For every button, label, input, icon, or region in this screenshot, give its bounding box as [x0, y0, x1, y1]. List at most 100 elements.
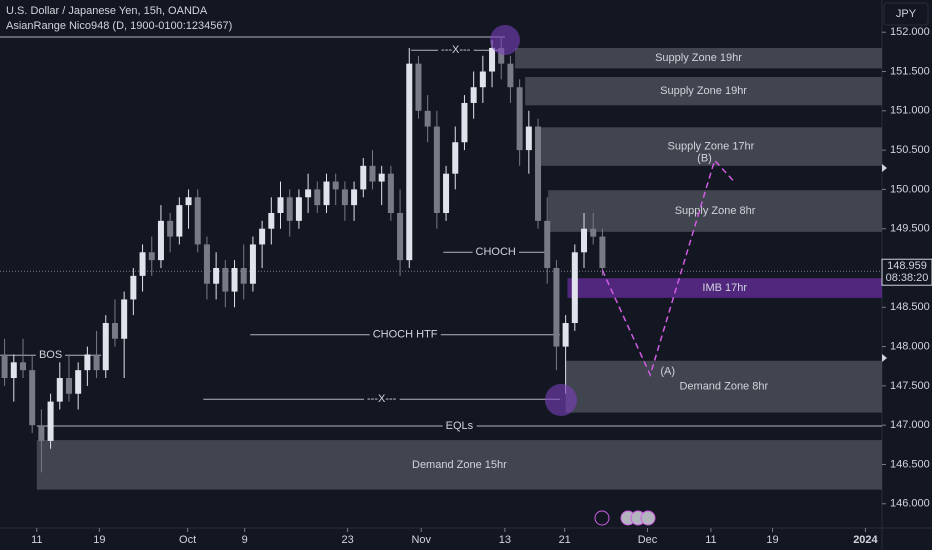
candle-body — [240, 268, 247, 284]
candle-body — [599, 236, 606, 269]
highlight-circle — [490, 25, 520, 55]
candle-body — [553, 268, 560, 347]
zone-label: Supply Zone 19hr — [660, 85, 747, 97]
candle-body — [38, 425, 45, 441]
overlays: (A) (B) — [490, 25, 887, 526]
candle-body — [470, 87, 477, 103]
candle-body — [194, 197, 201, 245]
candle-body — [111, 323, 118, 339]
candle-body — [571, 252, 578, 324]
x-tick-label: 11 — [31, 534, 42, 546]
candle-body — [581, 228, 588, 253]
currency-button[interactable] — [883, 2, 929, 26]
candle-body — [130, 275, 137, 300]
candle-body — [489, 47, 496, 72]
candle-body — [65, 378, 72, 394]
candle-body — [10, 362, 17, 379]
candle-body — [286, 197, 293, 221]
currency-label[interactable]: JPY — [896, 8, 917, 20]
level-label-bg — [472, 245, 519, 260]
level-label: BOS — [39, 349, 62, 361]
candle-body — [378, 173, 385, 182]
y-tick-label: 150.500 — [890, 144, 930, 156]
zone-label: IMB 17hr — [702, 282, 747, 294]
zone — [548, 190, 882, 232]
y-tick-label: 147.000 — [890, 419, 930, 431]
indicator-label: AsianRange Nico948 (D, 1900-0100:1234567… — [6, 20, 232, 32]
candle-body — [424, 110, 431, 127]
candle-body — [231, 268, 238, 292]
candle-body — [139, 252, 146, 276]
candle-body — [29, 370, 36, 426]
candle-body — [1, 354, 8, 379]
candle-body — [268, 212, 275, 229]
y-tick-label: 147.500 — [890, 380, 930, 392]
zones: Supply Zone 19hr Supply Zone 19hr Supply Z… — [36, 47, 882, 490]
y-tick-label: 149.500 — [890, 223, 930, 235]
candle-body — [167, 220, 174, 237]
x-tick-label: Dec — [638, 534, 658, 546]
candle-body — [544, 220, 551, 269]
y-tick-label: 146.500 — [890, 458, 930, 470]
event-icon[interactable] — [594, 510, 610, 526]
candle-body — [222, 268, 229, 292]
candle-body — [19, 362, 26, 371]
candle-body — [157, 220, 164, 261]
countdown-label: 08:38:20 — [886, 272, 929, 284]
candle-body — [305, 189, 312, 198]
zone — [515, 47, 882, 69]
y-tick-label: 148.500 — [890, 301, 930, 313]
y-tick-label: 151.000 — [890, 105, 930, 117]
candle-body — [75, 370, 82, 394]
current-price-label: 148.959 — [887, 260, 927, 272]
candle-body — [47, 401, 54, 441]
y-tick-label: 151.500 — [890, 65, 930, 77]
candle-body — [314, 189, 321, 206]
level-label-bg — [438, 43, 474, 58]
axis-marker — [882, 164, 887, 172]
candle-body — [479, 71, 486, 88]
x-tick-label: Nov — [411, 534, 431, 546]
candle-body — [516, 87, 523, 151]
x-tick-label: Oct — [179, 534, 196, 546]
x-tick-label: 2024 — [853, 534, 878, 546]
candle-body — [56, 378, 63, 402]
candle-body — [185, 197, 192, 206]
highlight-circle — [545, 384, 577, 416]
zone — [36, 440, 882, 490]
candle-body — [562, 323, 569, 347]
candle-body — [461, 102, 468, 143]
zone-label: Demand Zone 15hr — [412, 459, 507, 471]
zone-label: Supply Zone 19hr — [655, 52, 742, 64]
candle-body — [341, 189, 348, 206]
candle-body — [397, 212, 404, 261]
candle-body — [213, 268, 220, 284]
current-price-box — [881, 258, 932, 286]
candle-body — [176, 205, 183, 237]
candle-body — [443, 173, 450, 213]
chart-title: U.S. Dollar / Japanese Yen, 15h, OANDA — [6, 5, 208, 17]
candle-body — [295, 197, 302, 221]
zone-label: Supply Zone 8hr — [675, 205, 756, 217]
candle-body — [406, 63, 413, 261]
zone — [539, 127, 882, 166]
annotation: (A) — [660, 366, 675, 378]
x-tick-label: 21 — [559, 534, 571, 546]
x-tick-label: 11 — [705, 534, 716, 546]
x-tick-label: 19 — [766, 534, 778, 546]
candle-body — [259, 228, 266, 245]
level-label: CHOCH HTF — [373, 329, 438, 341]
candle-body — [590, 228, 597, 237]
candle-body — [121, 299, 128, 339]
candle-body — [369, 165, 376, 182]
flag-icon[interactable] — [640, 510, 656, 526]
x-tick-label: 19 — [93, 534, 105, 546]
candle-body — [332, 181, 339, 190]
candle-body — [498, 47, 505, 64]
y-tick-label: 146.000 — [890, 498, 930, 510]
levels: ---X--- CHOCH CHOCH HTF BOS ---X--- EQLs — [0, 36, 882, 433]
level-label: ---X--- — [441, 44, 471, 56]
projection-path — [601, 158, 736, 378]
